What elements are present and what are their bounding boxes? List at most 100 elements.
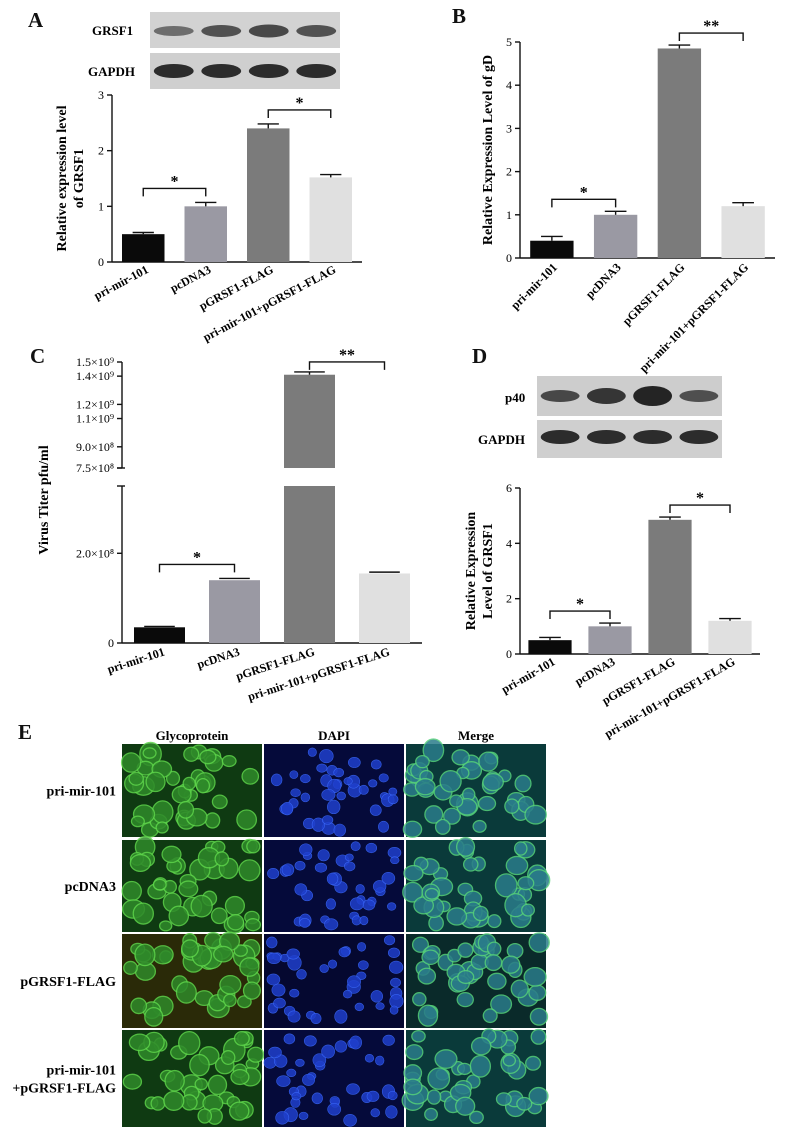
cell [482, 1008, 498, 1024]
cell [299, 843, 313, 856]
cell [513, 841, 528, 856]
cell [153, 877, 168, 891]
cell [164, 1069, 185, 1092]
cell [237, 995, 252, 1009]
cell [279, 803, 294, 815]
cell [321, 815, 334, 825]
micrograph-image [406, 744, 546, 837]
cell [527, 864, 548, 887]
cell [501, 1029, 519, 1047]
cell [500, 1052, 521, 1075]
y-tick-label: 4 [506, 78, 512, 92]
cell [186, 1090, 207, 1110]
cell [291, 1092, 302, 1101]
cell [421, 883, 441, 902]
cell [183, 1085, 200, 1101]
y-axis-title: Relative Expression [464, 512, 479, 631]
panel-letter-a: A [28, 8, 44, 32]
cell [434, 1049, 458, 1069]
cell [272, 952, 283, 961]
cell [155, 821, 169, 834]
cell [175, 981, 197, 1004]
x-tick-label: pcDNA3 [195, 645, 241, 672]
panel-a-blot: GRSF1 GAPDH [88, 12, 340, 89]
panel-letter-e: E [18, 720, 33, 744]
cell [128, 771, 145, 786]
cell [515, 903, 533, 921]
cell [358, 960, 369, 970]
cell [389, 987, 403, 1000]
cell [144, 1006, 164, 1027]
cell [120, 752, 142, 773]
blot-d-gapdh-strip [537, 420, 722, 458]
cell [245, 1058, 260, 1070]
cell [358, 784, 369, 795]
cell [474, 934, 489, 950]
cell [317, 849, 330, 862]
cell [427, 1067, 451, 1090]
y-axis-title: Relative expression level [55, 105, 70, 251]
blot-d-p40-strip [537, 376, 722, 416]
cell [355, 884, 365, 894]
x-tick-label: pri-mir-101+pGRSF1-FLAG [636, 260, 751, 375]
cell [223, 993, 237, 1008]
x-tick-label: pri-mir-101+pGRSF1-FLAG [201, 262, 339, 344]
cell [426, 1089, 442, 1105]
blot-band [633, 386, 673, 406]
cell [287, 1010, 301, 1023]
significance-bracket [308, 361, 386, 370]
cell [446, 907, 468, 926]
cell [289, 988, 300, 998]
cell [349, 1035, 362, 1050]
cell [403, 782, 421, 797]
cell [280, 953, 290, 963]
cell [472, 905, 489, 922]
cell [245, 918, 262, 932]
cell [517, 876, 535, 891]
cell [504, 1095, 527, 1118]
cell [147, 883, 167, 900]
x-tick-label: pcDNA3 [572, 654, 617, 688]
cell [206, 1108, 223, 1125]
cell [169, 857, 186, 875]
cell [511, 887, 526, 901]
cell [289, 770, 299, 779]
cell [528, 1086, 549, 1106]
micrograph-cells [120, 741, 260, 838]
blot-band [586, 388, 626, 404]
cell [194, 1077, 209, 1091]
cell [134, 836, 156, 858]
cell [226, 1095, 241, 1109]
cell [321, 788, 336, 801]
cell [504, 892, 527, 918]
cell [359, 915, 369, 926]
cell [180, 941, 204, 961]
cell [369, 804, 382, 816]
cell [455, 792, 479, 817]
cell [122, 1073, 143, 1090]
cell [368, 779, 378, 788]
cell [151, 800, 174, 824]
cell [346, 1083, 360, 1095]
cell [347, 783, 362, 798]
cell [477, 795, 497, 812]
cell [389, 994, 404, 1009]
cell [448, 839, 465, 856]
cell [330, 1097, 340, 1108]
cell [381, 871, 396, 885]
blot-band [540, 390, 580, 402]
cell [142, 747, 157, 759]
cell [202, 1094, 224, 1113]
cell [194, 772, 216, 793]
cell [150, 1096, 166, 1111]
cell [530, 1028, 547, 1045]
cell [450, 975, 470, 992]
cell [208, 994, 227, 1012]
cell [222, 1037, 246, 1063]
cell [343, 777, 353, 786]
cell [515, 841, 536, 859]
cell [389, 1005, 399, 1015]
cell [514, 774, 532, 793]
cell [387, 794, 399, 805]
significance-bracket [158, 563, 236, 573]
